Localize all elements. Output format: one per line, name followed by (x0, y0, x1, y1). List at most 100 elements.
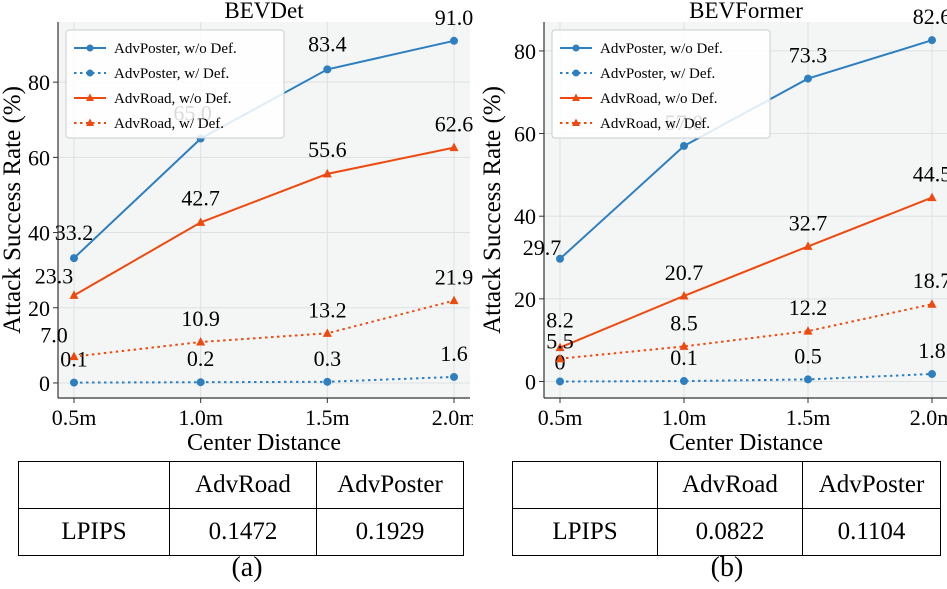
data-label: 23.3 (35, 263, 74, 288)
data-point (928, 36, 936, 45)
data-label: 18.7 (913, 268, 947, 293)
caption-a: (a) (231, 552, 263, 583)
legend-marker (572, 44, 580, 52)
legend-marker (572, 118, 580, 126)
table-cell: 0.1104 (802, 508, 941, 556)
y-tick-label: 80 (514, 39, 536, 64)
table-cell: 0.1472 (169, 508, 317, 556)
data-label: 0.5 (794, 343, 822, 368)
data-point (556, 254, 564, 263)
y-axis-label: Attack Success Rate (%) (0, 86, 26, 334)
panel-b: 0 20 40 60 80 0.5m 1.0m 1.5m 2.0m BEVFormer Center… (474, 0, 947, 589)
chart-bevdet: 0 20 40 60 80 0.5m 1.0m 1.5m 2.0m BEVDet Center Di… (0, 0, 473, 456)
data-point (680, 377, 688, 386)
legend-box (65, 29, 285, 139)
data-point (322, 328, 332, 337)
y-tick-label: 20 (514, 287, 536, 312)
data-label: 73.3 (789, 43, 828, 68)
data-point (449, 142, 459, 152)
data-point (449, 295, 459, 305)
legend-label: AdvRoad, w/ Def. (600, 116, 710, 132)
x-tick-label: 0.5m (52, 405, 97, 430)
data-point (70, 254, 78, 263)
lpips-table-b: AdvRoad AdvPoster LPIPS 0.0822 0.1104 (512, 461, 941, 556)
table-header-cell: AdvRoad (657, 461, 803, 509)
data-point (556, 377, 564, 386)
legend-label: AdvPoster, w/o Def. (114, 41, 237, 57)
data-point (928, 370, 936, 379)
data-point (555, 342, 565, 352)
table-row: LPIPS 0.1472 0.1929 (18, 508, 464, 556)
data-label: 20.7 (665, 260, 704, 285)
data-label: 7.0 (40, 323, 68, 348)
data-point (450, 36, 458, 45)
data-point (323, 377, 332, 386)
data-label: 62.6 (435, 112, 473, 137)
data-label: 33.2 (55, 220, 94, 245)
data-label: 91.0 (435, 5, 473, 30)
legend: AdvPoster, w/o Def. AdvPoster, w/ Def. Adv… (551, 29, 771, 139)
table-row-label: LPIPS (512, 508, 658, 556)
legend-marker (86, 118, 94, 126)
data-point (69, 290, 79, 299)
data-point (804, 375, 812, 384)
legend-label: AdvRoad, w/o Def. (114, 91, 231, 107)
data-point (69, 351, 79, 361)
data-label: 1.6 (440, 341, 468, 366)
table-cell: 0.0822 (657, 508, 803, 556)
chart-title: BEVDet (224, 0, 304, 23)
table-header-cell: AdvPoster (802, 461, 941, 509)
data-point (322, 168, 332, 178)
data-label: 13.2 (308, 297, 347, 322)
series-line (73, 146, 455, 297)
caption-b: (b) (710, 552, 744, 583)
legend-marker (86, 69, 94, 77)
table-header-row: AdvRoad AdvPoster (18, 461, 464, 509)
data-label: 32.7 (789, 210, 828, 235)
legend: AdvPoster, w/o Def. AdvPoster, w/ Def. Adv… (65, 29, 285, 139)
y-tick-label: 80 (28, 70, 50, 95)
data-point (196, 378, 205, 387)
x-axis-label: Center Distance (187, 430, 341, 456)
data-label: 8.2 (546, 308, 574, 333)
data-point (679, 341, 689, 350)
data-point (803, 241, 813, 250)
data-label: 5.5 (546, 329, 574, 354)
data-point (679, 290, 689, 300)
y-axis-label: Attack Success Rate (%) (479, 86, 506, 334)
y-tick-label: 20 (28, 296, 50, 321)
data-point (680, 141, 688, 150)
x-tick-label: 1.0m (662, 405, 707, 430)
y-tick-label: 60 (28, 145, 50, 170)
y-tick-label: 0 (39, 371, 50, 396)
legend-marker (572, 93, 580, 101)
y-tick-label: 40 (28, 221, 50, 246)
table-row: LPIPS 0.0822 0.1104 (512, 508, 941, 556)
series-line (73, 299, 455, 358)
data-label: 0.3 (314, 346, 342, 371)
data-label: 82.6 (913, 4, 947, 29)
x-axis-label: Center Distance (669, 430, 823, 456)
y-tick-label: 60 (514, 122, 536, 147)
series-line (559, 303, 933, 360)
table-cell: 0.1929 (316, 508, 464, 556)
data-point (450, 372, 458, 381)
chart-bevformer: 0 20 40 60 80 0.5m 1.0m 1.5m 2.0m BEVFormer Center… (479, 0, 947, 456)
data-point (196, 336, 206, 346)
legend-label: AdvPoster, w/o Def. (600, 41, 723, 57)
legend-marker (572, 69, 580, 77)
data-point (804, 74, 812, 83)
table-row-label: LPIPS (18, 508, 170, 556)
table-header-cell: AdvRoad (169, 461, 317, 509)
x-tick-label: 2.0m (432, 405, 473, 430)
data-label: 10.9 (181, 306, 220, 331)
data-label: 83.4 (308, 31, 347, 56)
legend-marker (86, 93, 94, 101)
y-tick-label: 0 (525, 369, 536, 394)
legend-label: AdvRoad, w/o Def. (600, 91, 717, 107)
data-point (555, 353, 565, 363)
table-header-row: AdvRoad AdvPoster (512, 461, 941, 509)
data-label: 12.2 (789, 295, 828, 320)
x-tick-label: 1.0m (178, 405, 223, 430)
data-point (927, 192, 937, 202)
